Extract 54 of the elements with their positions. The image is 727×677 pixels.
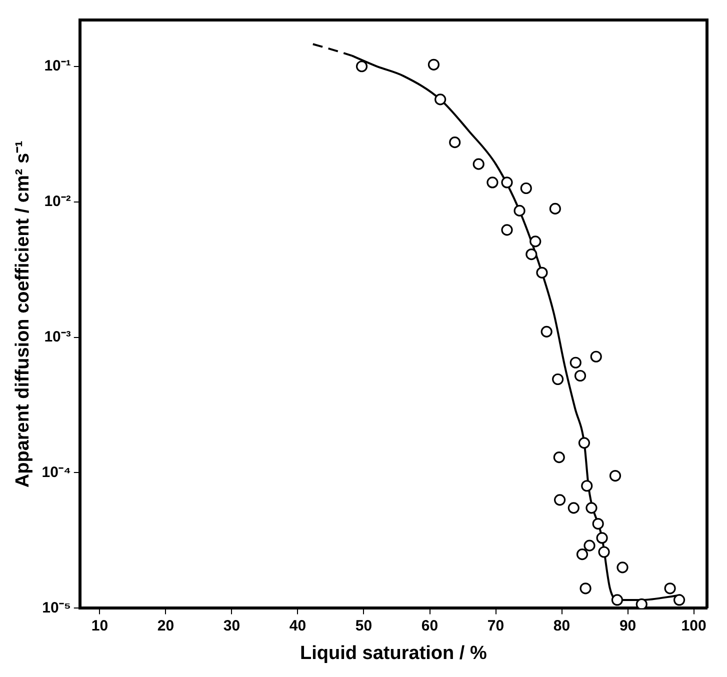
point xyxy=(449,136,461,148)
point xyxy=(536,266,548,278)
point xyxy=(568,502,580,514)
point xyxy=(574,370,586,382)
point xyxy=(552,373,564,386)
point xyxy=(520,182,532,194)
point xyxy=(501,176,513,188)
point xyxy=(530,236,542,248)
point xyxy=(540,326,552,338)
point xyxy=(609,470,622,482)
point xyxy=(584,540,596,552)
point xyxy=(616,562,628,574)
point xyxy=(526,248,538,260)
x-tick-label: 10 xyxy=(91,617,108,634)
x-tick-label: 40 xyxy=(289,617,306,634)
y-axis-title: Apparent diffusion coefficient / cm² s⁻¹ xyxy=(12,140,34,488)
y-tick-label: 10⁻⁴ xyxy=(42,464,71,481)
y-tick-label: 10⁻¹ xyxy=(44,58,71,75)
point xyxy=(549,202,561,214)
x-tick-label: 50 xyxy=(355,617,372,634)
point xyxy=(570,356,582,368)
point xyxy=(581,480,593,492)
point xyxy=(586,502,598,514)
point xyxy=(486,176,498,188)
y-tick-label: 10⁻³ xyxy=(44,328,71,346)
x-tick-label: 80 xyxy=(553,617,570,634)
point xyxy=(514,204,526,217)
x-tick-label: 90 xyxy=(619,617,636,634)
point xyxy=(553,452,565,464)
point xyxy=(673,594,686,606)
x-tick-label: 60 xyxy=(421,617,438,634)
point xyxy=(636,598,648,608)
point xyxy=(598,546,610,558)
point xyxy=(576,548,588,560)
point xyxy=(501,224,513,236)
point xyxy=(356,60,368,72)
x-tick-label: 20 xyxy=(157,617,174,634)
point xyxy=(596,532,608,544)
x-tick-label: 70 xyxy=(487,617,504,634)
point xyxy=(664,582,676,594)
point xyxy=(472,158,484,170)
point xyxy=(590,350,602,362)
y-tick-label: 10⁻² xyxy=(44,192,71,210)
point xyxy=(611,594,624,606)
x-axis-title: Liquid saturation / % xyxy=(300,642,487,664)
point xyxy=(592,518,604,530)
point xyxy=(578,437,590,449)
point xyxy=(434,94,446,106)
x-tick-label: 100 xyxy=(681,617,706,634)
y-tick-label: 10⁻⁵ xyxy=(42,599,71,616)
point xyxy=(580,582,592,594)
point xyxy=(554,494,566,506)
point xyxy=(428,58,440,70)
x-tick-label: 30 xyxy=(223,617,240,634)
